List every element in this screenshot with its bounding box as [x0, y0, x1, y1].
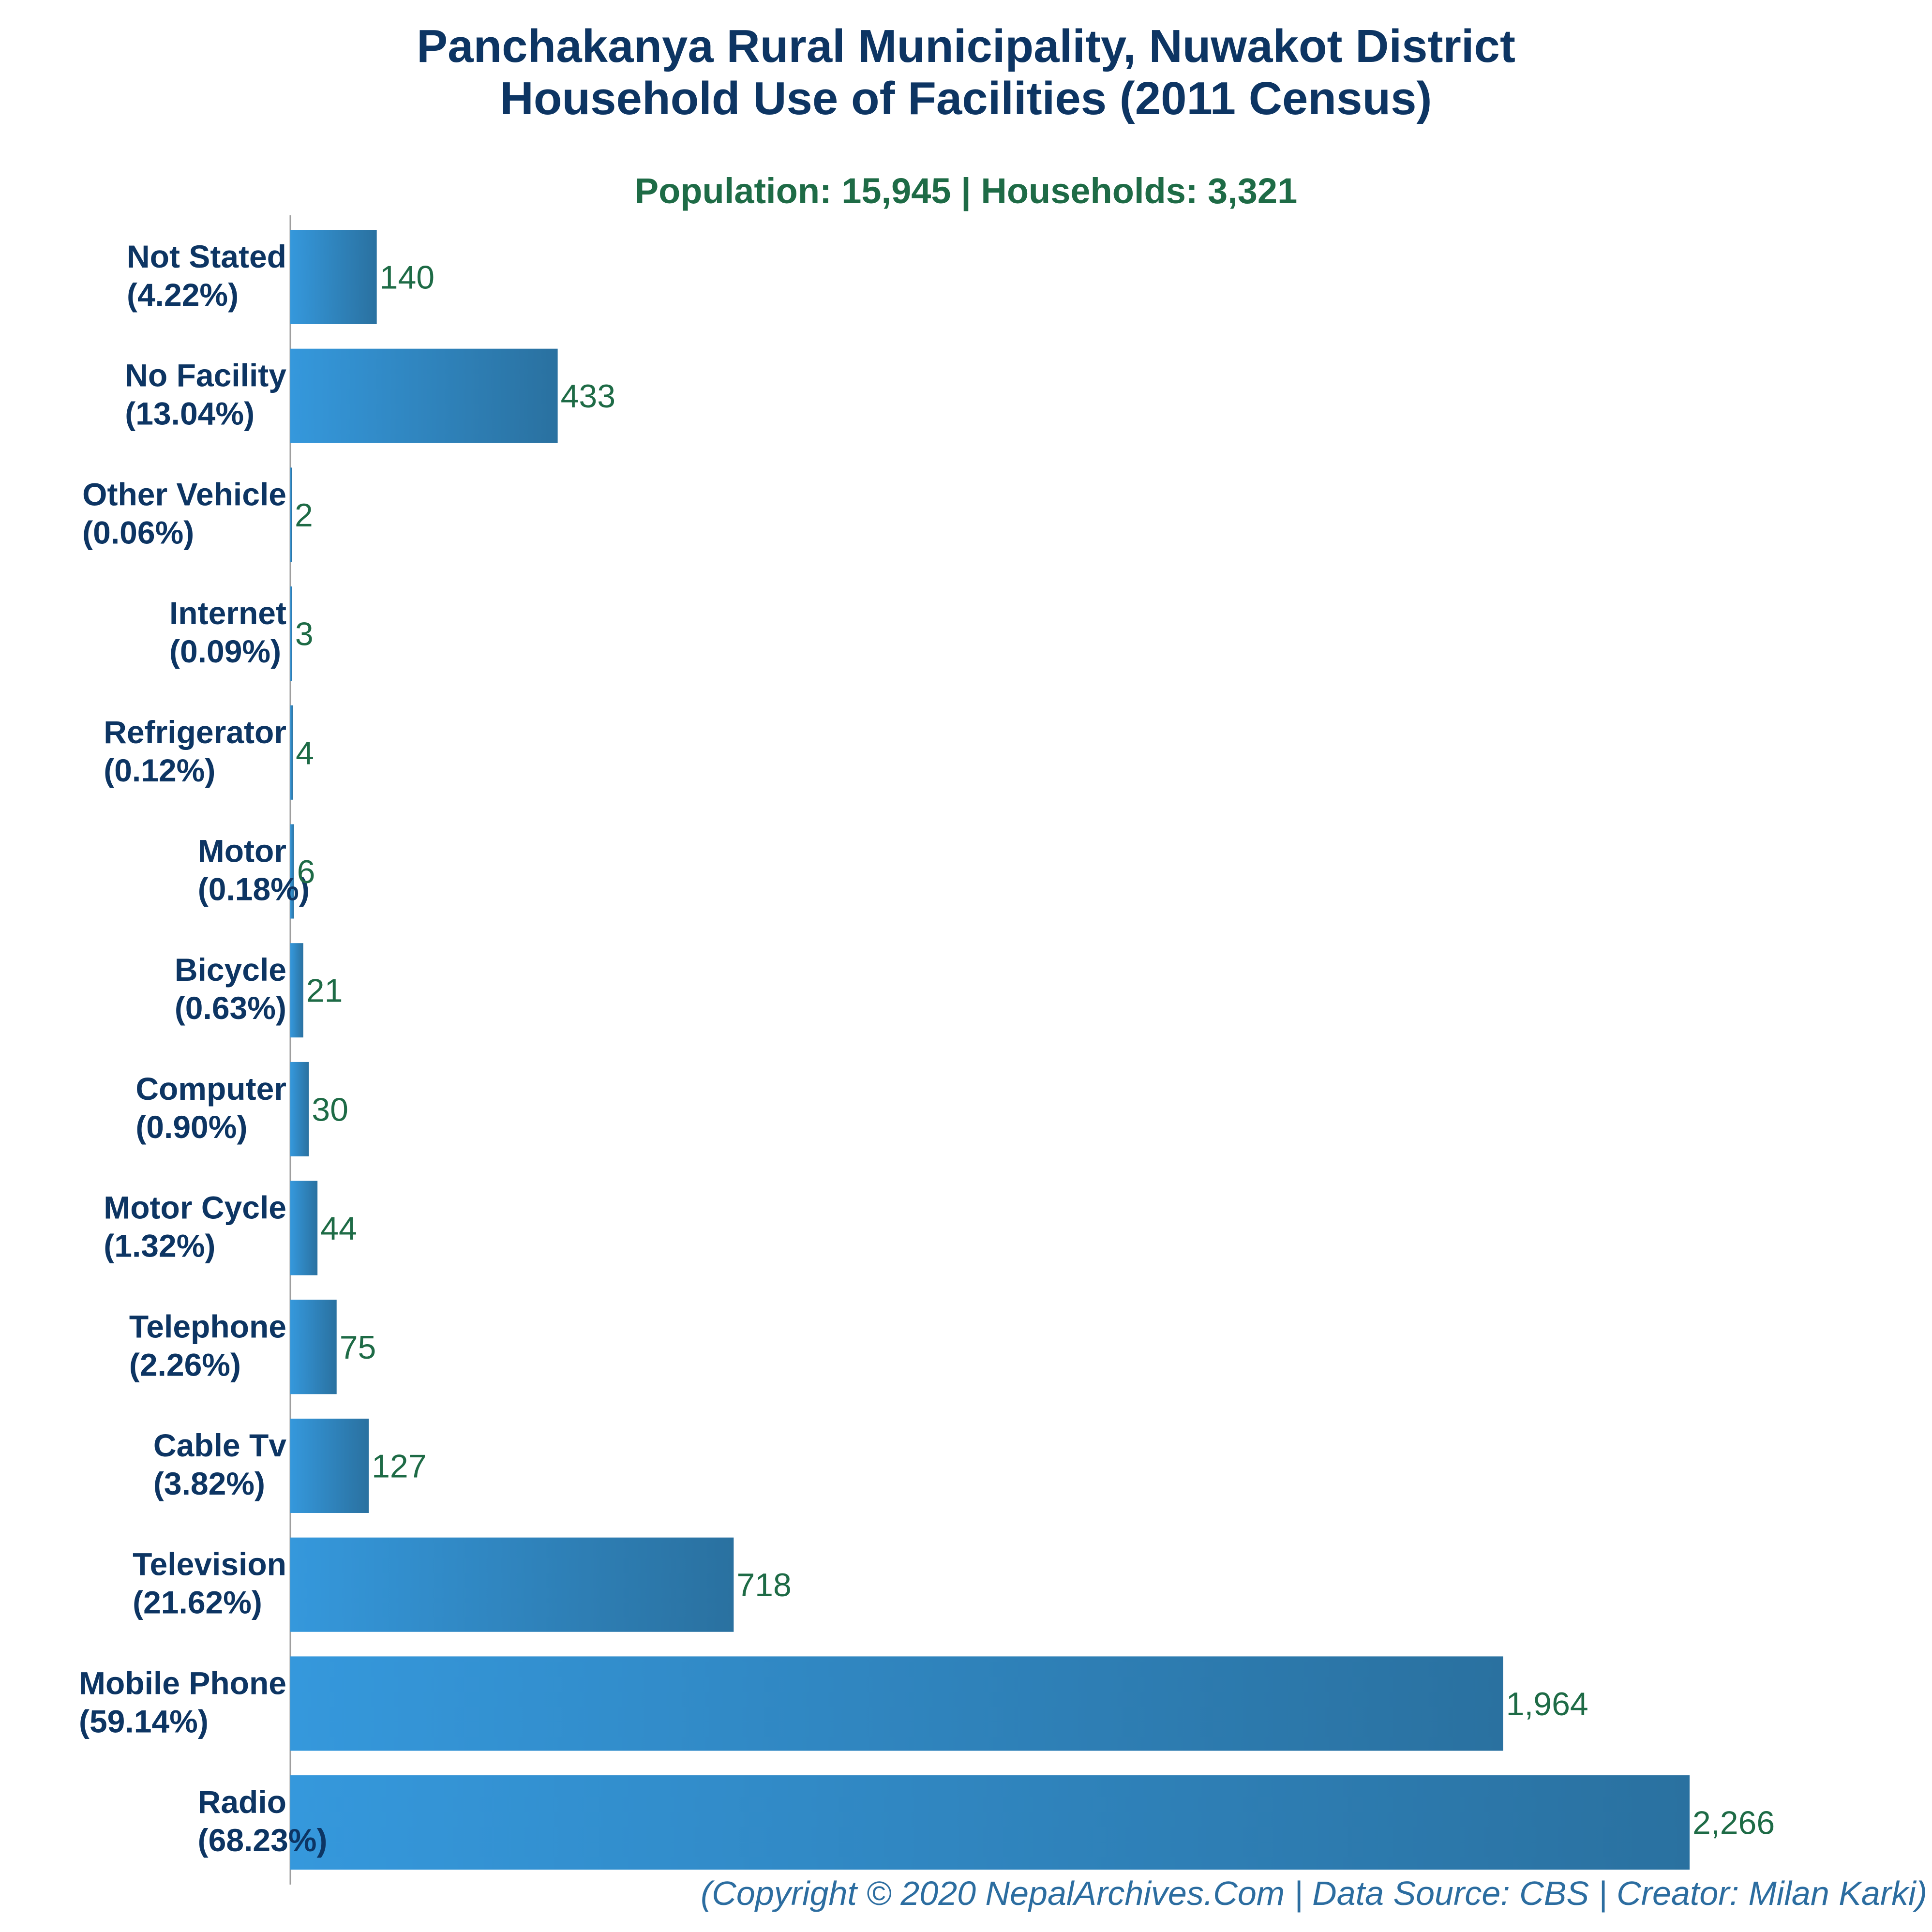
value-label-computer: 30	[312, 1091, 348, 1128]
percent-label-mobile-phone: (59.14%)	[79, 1703, 209, 1739]
category-label-telephone: Telephone (2.26%)	[129, 1308, 286, 1382]
percent-label-internet: (0.09%)	[169, 633, 281, 669]
bar-telephone	[290, 1300, 337, 1394]
bar-refrigerator	[290, 705, 293, 800]
value-label-television: 718	[736, 1567, 791, 1603]
value-label-other-vehicle: 2	[295, 497, 313, 534]
percent-label-telephone: (2.26%)	[129, 1347, 241, 1382]
percent-label-refrigerator: (0.12%)	[104, 752, 215, 788]
percent-label-motor: (0.18%)	[198, 871, 310, 907]
percent-label-computer: (0.90%)	[135, 1109, 247, 1145]
category-label-mobile-phone: Mobile Phone (59.14%)	[79, 1665, 286, 1739]
bars-layer	[290, 230, 1690, 1870]
category-label-not-stated: Not Stated (4.22%)	[127, 239, 286, 313]
value-label-motor: 6	[297, 854, 315, 890]
percent-label-no-facility: (13.04%)	[125, 396, 255, 432]
bar-other-vehicle	[290, 467, 292, 562]
category-label-refrigerator: Refrigerator (0.12%)	[104, 714, 286, 788]
category-label-television: Television (21.62%)	[133, 1546, 286, 1620]
bar-no-facility	[290, 348, 558, 443]
percent-label-not-stated: (4.22%)	[127, 277, 239, 313]
category-label-other-vehicle: Other Vehicle (0.06%)	[82, 476, 286, 550]
value-label-cable-tv: 127	[372, 1448, 426, 1485]
value-label-motor-cycle: 44	[320, 1210, 357, 1247]
category-label-internet: Internet (0.09%)	[169, 595, 286, 669]
category-label-motor-cycle: Motor Cycle (1.32%)	[104, 1190, 286, 1264]
category-label-computer: Computer (0.90%)	[135, 1071, 286, 1145]
bar-television	[290, 1537, 734, 1632]
value-label-bicycle: 21	[306, 973, 343, 1009]
value-label-radio: 2,266	[1692, 1805, 1775, 1842]
chart-title-line1: Panchakanya Rural Municipality, Nuwakot …	[417, 20, 1515, 72]
category-label-bicycle: Bicycle (0.63%)	[175, 952, 286, 1026]
value-label-telephone: 75	[340, 1329, 376, 1366]
value-label-internet: 3	[295, 616, 314, 653]
percent-label-radio: (68.23%)	[198, 1822, 328, 1858]
value-labels-layer: 140 433 2 3 4 6 21 30 44 75 127 718 1,964 2,266	[295, 259, 1775, 1842]
bar-radio	[290, 1775, 1690, 1870]
value-label-no-facility: 433	[561, 378, 615, 415]
category-label-no-facility: No Facility (13.04%)	[125, 358, 286, 432]
category-label-radio: Radio (68.23%)	[198, 1784, 328, 1858]
bar-internet	[290, 586, 292, 681]
chart-title-line2: Household Use of Facilities (2011 Census…	[500, 73, 1432, 124]
value-label-refrigerator: 4	[296, 734, 314, 771]
category-label-motor: Motor (0.18%)	[198, 833, 310, 907]
percent-label-cable-tv: (3.82%)	[153, 1466, 265, 1501]
value-label-mobile-phone: 1,964	[1506, 1686, 1588, 1722]
value-label-not-stated: 140	[380, 259, 434, 296]
copyright-footer: (Copyright © 2020 NepalArchives.Com | Da…	[700, 1874, 1927, 1912]
chart-subtitle: Population: 15,945 | Households: 3,321	[634, 171, 1298, 211]
bar-computer	[290, 1062, 309, 1156]
percent-label-bicycle: (0.63%)	[175, 990, 286, 1026]
percent-label-motor-cycle: (1.32%)	[104, 1228, 215, 1264]
bar-cable-tv	[290, 1419, 369, 1513]
percent-label-television: (21.62%)	[133, 1585, 262, 1620]
bar-bicycle	[290, 943, 303, 1038]
category-label-cable-tv: Cable Tv (3.82%)	[153, 1427, 286, 1501]
percent-label-other-vehicle: (0.06%)	[82, 514, 194, 550]
bar-motor-cycle	[290, 1181, 318, 1275]
bar-motor	[290, 824, 294, 919]
category-labels-layer: Not Stated (4.22%) No Facility (13.04%) Othe…	[79, 239, 327, 1858]
bar-not-stated	[290, 230, 377, 324]
bar-mobile-phone	[290, 1656, 1503, 1751]
